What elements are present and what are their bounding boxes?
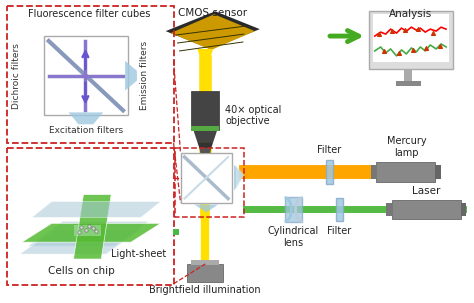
Polygon shape	[200, 148, 211, 153]
Text: CMOS sensor: CMOS sensor	[178, 8, 247, 18]
Bar	[336, 198, 343, 221]
Bar	[187, 264, 223, 282]
Polygon shape	[234, 165, 244, 191]
Text: Emission filters: Emission filters	[140, 41, 149, 110]
Bar	[191, 126, 219, 131]
Polygon shape	[20, 229, 141, 254]
Bar	[404, 69, 412, 81]
Text: Cells on chip: Cells on chip	[48, 266, 115, 276]
Polygon shape	[193, 130, 217, 142]
Point	[380, 48, 387, 53]
Point	[401, 28, 409, 32]
Bar	[386, 202, 392, 216]
Bar	[7, 6, 173, 143]
Polygon shape	[171, 14, 255, 50]
Polygon shape	[197, 142, 213, 148]
Text: Dichroic filters: Dichroic filters	[11, 43, 20, 109]
Bar	[174, 148, 244, 217]
Bar	[373, 14, 449, 62]
Bar	[371, 165, 377, 179]
Polygon shape	[32, 201, 161, 217]
Text: Cylindrical
lens: Cylindrical lens	[268, 226, 319, 248]
Polygon shape	[28, 221, 149, 246]
Bar	[435, 165, 441, 179]
Bar	[376, 162, 435, 182]
Polygon shape	[165, 11, 260, 49]
Text: Analysis: Analysis	[389, 9, 432, 19]
Polygon shape	[69, 112, 103, 124]
Polygon shape	[194, 205, 218, 212]
Point	[429, 31, 437, 35]
Bar	[326, 160, 333, 184]
Text: Brightfield illumination: Brightfield illumination	[149, 285, 261, 295]
Text: 40× optical
objective: 40× optical objective	[225, 105, 282, 126]
Text: Laser: Laser	[412, 186, 440, 196]
Point	[395, 51, 402, 55]
Bar	[7, 148, 173, 285]
Text: Excitation filters: Excitation filters	[49, 126, 123, 135]
Point	[422, 45, 430, 50]
Bar	[392, 200, 461, 219]
Polygon shape	[22, 223, 161, 242]
Point	[410, 48, 417, 52]
Polygon shape	[197, 49, 213, 61]
Text: Filter: Filter	[327, 226, 351, 236]
Polygon shape	[73, 195, 111, 259]
Point	[415, 27, 422, 32]
Bar	[181, 153, 232, 202]
Point	[388, 29, 395, 34]
Bar	[173, 229, 179, 235]
Text: Filter: Filter	[317, 145, 341, 155]
Point	[437, 44, 444, 48]
Text: Fluorescence filter cubes: Fluorescence filter cubes	[28, 9, 151, 19]
Polygon shape	[73, 225, 101, 236]
Bar	[191, 260, 219, 265]
Text: Mercury
lamp: Mercury lamp	[387, 136, 426, 158]
Polygon shape	[125, 61, 137, 91]
Bar	[44, 36, 128, 115]
Bar	[395, 81, 421, 86]
Polygon shape	[284, 197, 302, 222]
Text: Light-sheet: Light-sheet	[111, 249, 166, 259]
Point	[375, 32, 383, 36]
Polygon shape	[194, 204, 218, 205]
Bar	[191, 91, 219, 130]
Bar	[461, 202, 466, 216]
Bar	[369, 11, 453, 69]
Polygon shape	[236, 165, 244, 191]
